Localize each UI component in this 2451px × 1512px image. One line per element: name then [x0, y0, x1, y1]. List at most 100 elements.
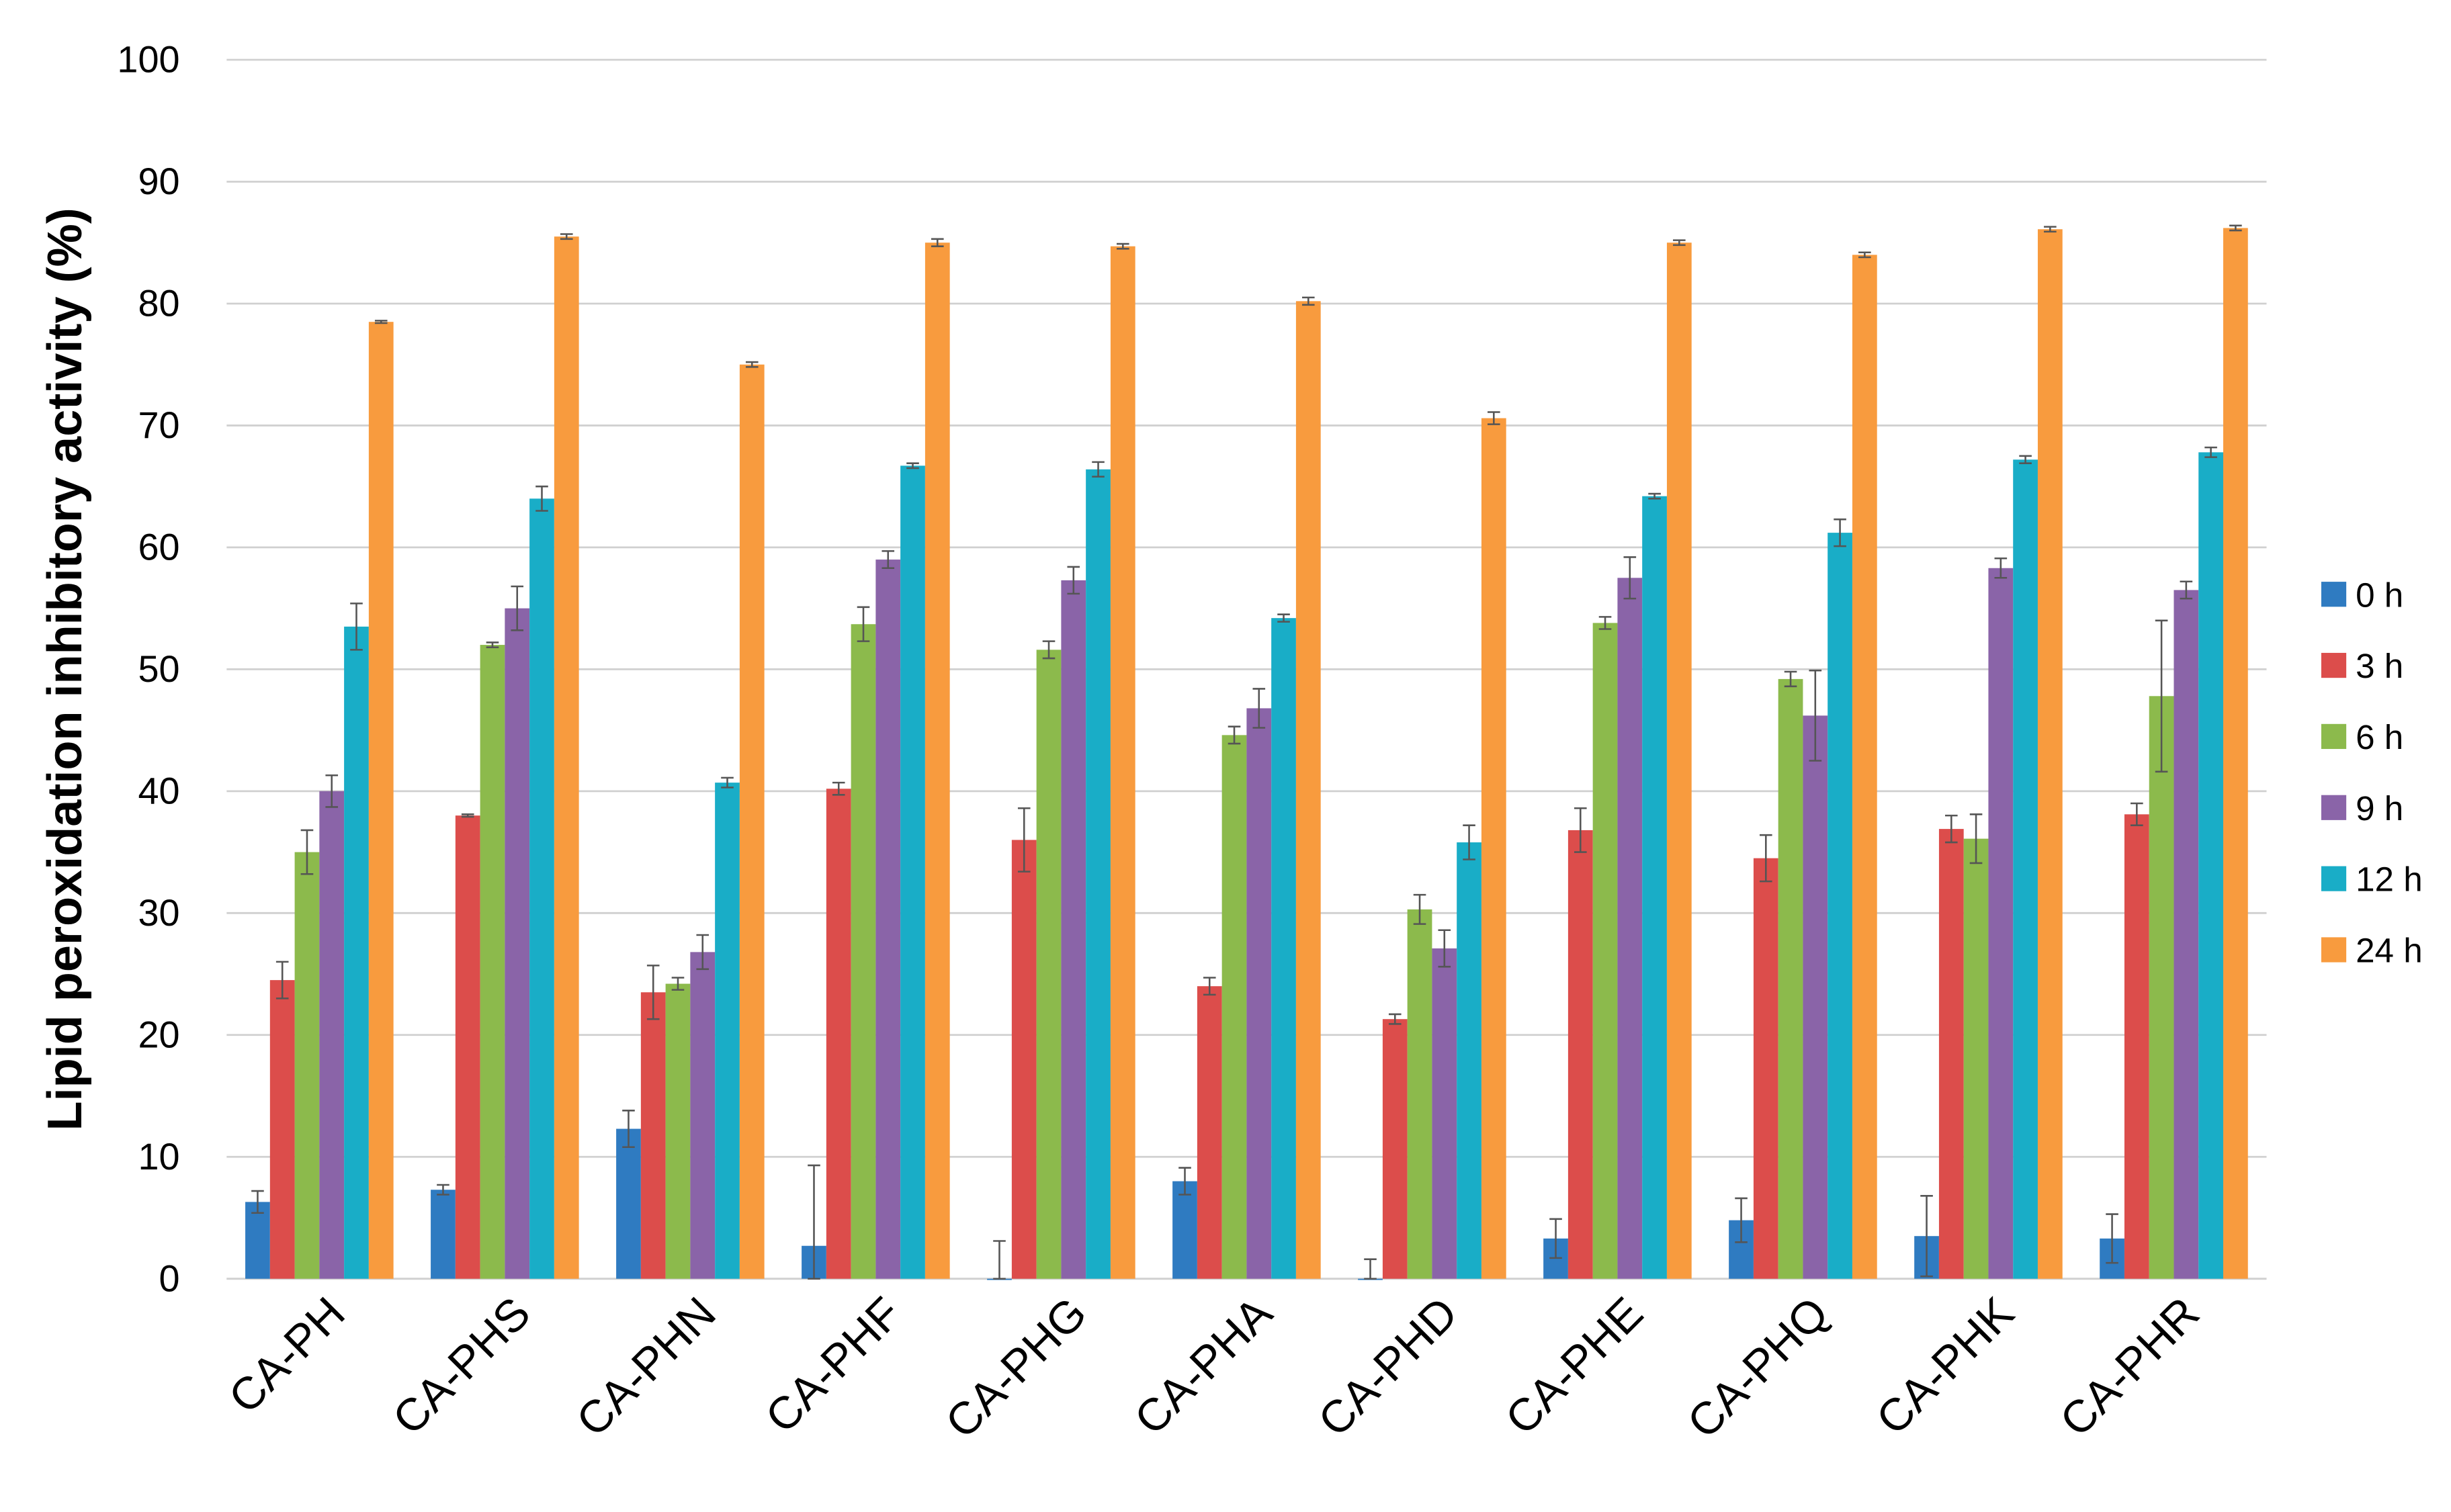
y-tick-label: 40: [138, 769, 179, 811]
error-bar: [1178, 1167, 1191, 1196]
bar: [1852, 255, 1877, 1279]
bar: [1086, 469, 1111, 1279]
y-tick-label: 90: [138, 160, 179, 202]
bar: [1567, 830, 1593, 1279]
error-bar: [1920, 1195, 1933, 1278]
bar: [554, 236, 579, 1279]
x-tick-label: CA-PHF: [756, 1288, 911, 1443]
bar: [2149, 696, 2174, 1279]
bar: [1197, 986, 1222, 1279]
error-bar: [1969, 813, 1983, 864]
error-bar: [1042, 640, 1056, 660]
bar: [1457, 842, 1481, 1279]
error-bar: [1598, 616, 1612, 630]
bar: [2013, 459, 2038, 1279]
y-axis-label: Lipid peroxidation inhibitory activity (…: [38, 208, 92, 1130]
x-tick-label: CA-PHG: [936, 1288, 1096, 1448]
bar: [2223, 228, 2248, 1279]
error-bar: [696, 934, 710, 971]
error-bar: [832, 781, 845, 796]
bar: [344, 626, 369, 1279]
y-tick-label: 80: [138, 282, 179, 324]
error-bar: [461, 813, 474, 818]
bar: [875, 560, 901, 1279]
x-tick-label: CA-PH: [219, 1288, 354, 1423]
error-bar: [931, 238, 944, 247]
bar: [1481, 418, 1506, 1279]
bar: [924, 242, 950, 1279]
error-bar: [646, 965, 660, 1020]
legend-label: 0 h: [2356, 576, 2403, 614]
bar: [1617, 578, 1643, 1279]
bar: [1666, 242, 1692, 1279]
bar: [1110, 246, 1135, 1279]
error-bar: [1388, 1013, 1402, 1025]
error-bar: [1574, 807, 1587, 853]
error-bar: [1092, 461, 1105, 478]
error-bar: [1228, 725, 1241, 745]
legend-label: 12 h: [2356, 860, 2423, 899]
error-bar: [2106, 1213, 2118, 1264]
error-bar: [275, 961, 289, 999]
error-bar: [1277, 613, 1290, 623]
bar: [2198, 452, 2223, 1279]
error-bar: [2204, 446, 2217, 458]
legend: 0 h 3 h 6 h 9 h 12 h 24 h: [2321, 576, 2423, 970]
bar: [1011, 840, 1037, 1279]
error-bar: [1858, 251, 1871, 259]
bar: [505, 608, 530, 1279]
bar: [1382, 1019, 1408, 1279]
bar: [1592, 623, 1618, 1279]
bar: [294, 852, 320, 1279]
bar: [2124, 814, 2149, 1279]
error-bar: [808, 1164, 820, 1280]
y-tick-label: 20: [138, 1013, 179, 1055]
y-tick-label: 100: [117, 38, 179, 81]
error-bar: [1945, 814, 1958, 844]
error-bar: [2131, 802, 2143, 826]
bar: [1642, 496, 1667, 1279]
bar: [665, 983, 691, 1279]
bar: [480, 645, 505, 1279]
error-bar: [1673, 239, 1686, 247]
error-bar: [622, 1110, 635, 1149]
error-bar: [993, 1240, 1006, 1280]
error-bar: [374, 320, 388, 324]
error-bar: [2019, 455, 2032, 464]
y-tick-label: 10: [138, 1135, 179, 1177]
error-bar: [882, 550, 895, 570]
error-bar: [1438, 929, 1451, 968]
bar: [2174, 590, 2199, 1279]
bar: [245, 1202, 270, 1279]
bar: [826, 789, 851, 1279]
error-bar: [437, 1184, 449, 1196]
bar: [1963, 838, 1989, 1279]
error-bar: [325, 774, 339, 808]
error-bar: [251, 1190, 264, 1214]
bar: [851, 624, 876, 1279]
y-tick-label: 60: [138, 526, 179, 568]
x-tick-label: CA-PHQ: [1678, 1288, 1838, 1448]
error-bar: [486, 641, 499, 648]
error-bar: [1364, 1258, 1377, 1280]
error-bar: [1735, 1197, 1748, 1243]
bar: [1778, 678, 1803, 1279]
error-bar: [511, 585, 524, 631]
legend-swatch: [2321, 866, 2347, 891]
x-tick-label: CA-PHE: [1496, 1288, 1653, 1444]
error-bar: [1623, 556, 1637, 600]
bar: [1753, 858, 1778, 1279]
error-bar: [1834, 518, 1846, 547]
legend-label: 9 h: [2356, 789, 2403, 828]
bar: [1407, 909, 1432, 1279]
legend-label: 6 h: [2356, 718, 2403, 756]
y-tick-labels: 0 10 20 30 40 50 60 70 80 90 100: [117, 38, 179, 1300]
bar: [1803, 715, 1828, 1279]
legend-swatch: [2321, 652, 2347, 678]
error-bar: [1759, 834, 1772, 883]
bar: [431, 1190, 456, 1279]
error-bar: [1067, 566, 1080, 595]
y-tick-label: 70: [138, 404, 179, 446]
bar: [1221, 735, 1247, 1279]
